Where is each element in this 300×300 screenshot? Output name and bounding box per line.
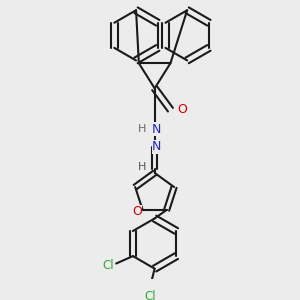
Text: O: O <box>132 205 142 218</box>
Text: H: H <box>137 124 146 134</box>
Text: O: O <box>177 103 187 116</box>
Text: N: N <box>152 123 161 136</box>
Text: H: H <box>137 162 146 172</box>
Text: Cl: Cl <box>102 259 114 272</box>
Text: N: N <box>152 140 161 153</box>
Text: Cl: Cl <box>144 290 156 300</box>
